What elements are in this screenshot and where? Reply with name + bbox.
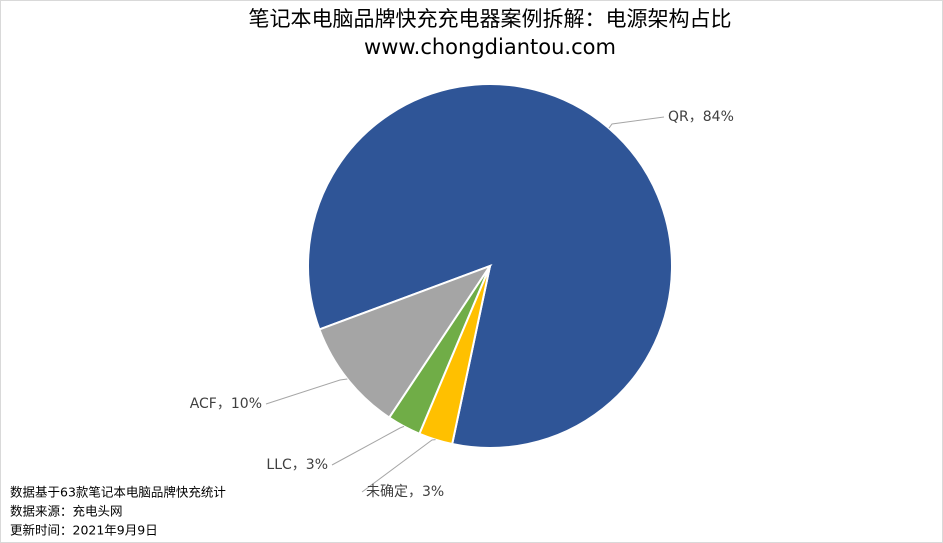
leader-line — [361, 439, 436, 493]
label-separator: ， — [689, 109, 703, 125]
leader-line — [608, 116, 665, 129]
data-label: 未确定，3% — [366, 484, 444, 500]
label-value: 84% — [703, 109, 734, 125]
leader-line — [331, 425, 405, 466]
footnote: 数据来源：充电头网 — [10, 504, 123, 519]
label-separator: ， — [292, 457, 306, 473]
data-label: LLC，3% — [266, 457, 328, 473]
data-label: ACF，10% — [190, 396, 262, 412]
label-value: 3% — [306, 457, 328, 473]
leader-line — [265, 378, 348, 405]
label-category: LLC — [266, 457, 292, 473]
label-value: 3% — [422, 484, 444, 500]
data-label: QR，84% — [668, 109, 734, 125]
footnote: 更新时间：2021年9月9日 — [10, 523, 158, 538]
chart-subtitle: www.chongdiantou.com — [364, 35, 616, 59]
label-separator: ， — [408, 484, 422, 500]
label-value: 10% — [231, 396, 262, 412]
chart-title: 笔记本电脑品牌快充充电器案例拆解：电源架构占比 — [249, 7, 732, 31]
label-category: ACF — [190, 396, 217, 412]
label-category: QR — [668, 109, 689, 125]
footnote: 数据基于63款笔记本电脑品牌快充统计 — [10, 485, 226, 500]
pie-slice — [318, 263, 493, 419]
label-separator: ， — [217, 396, 231, 412]
label-category: 未确定 — [366, 484, 408, 500]
